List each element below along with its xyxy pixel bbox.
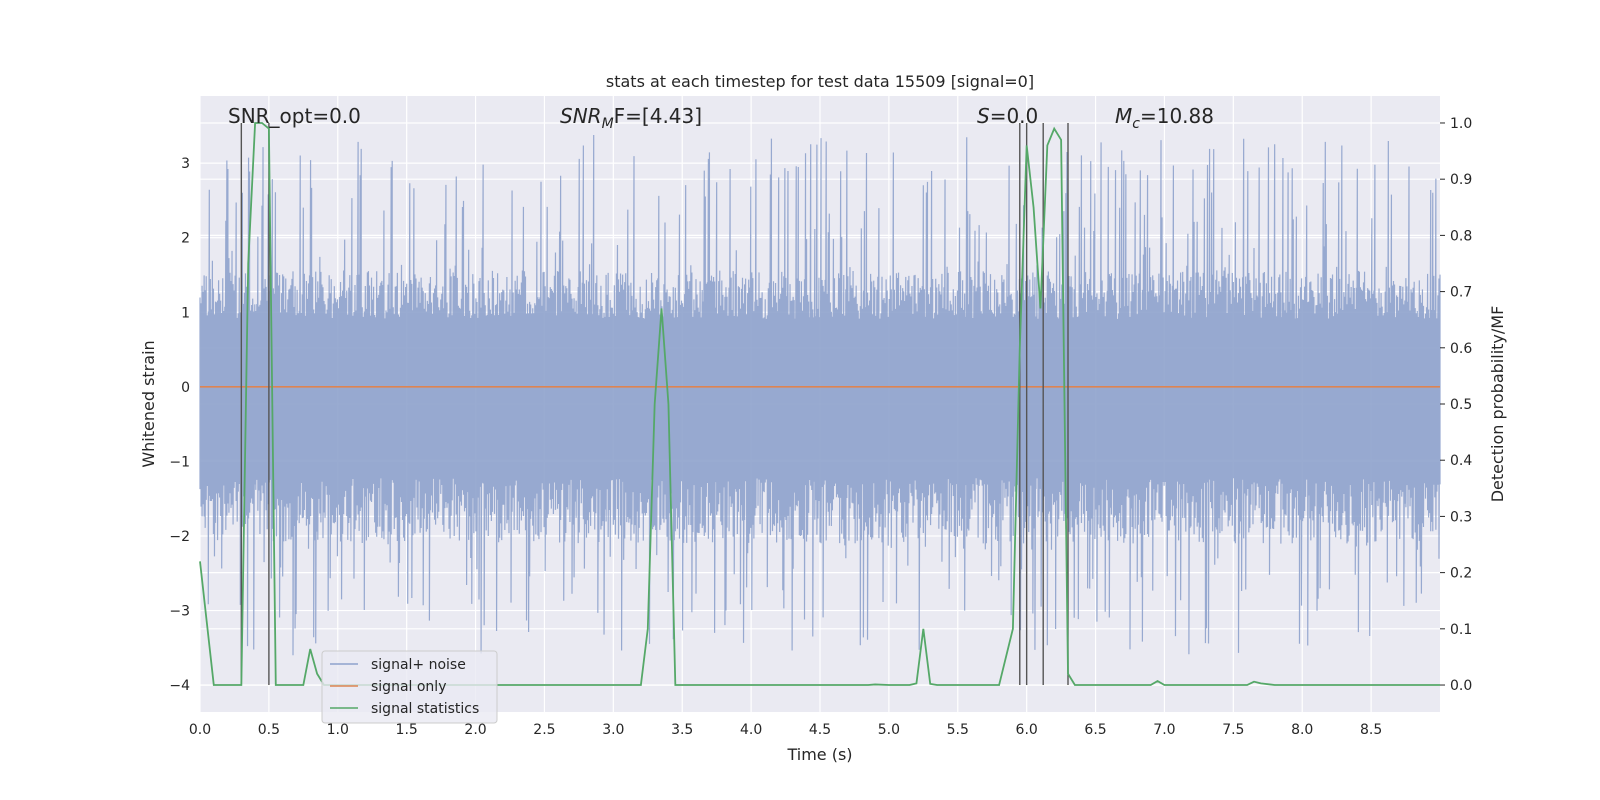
y-right-tick-label: 0.2 (1450, 566, 1472, 582)
x-tick-label: 2.5 (533, 722, 555, 738)
x-tick-label: 1.5 (396, 722, 418, 738)
vertical-markers (240, 122, 1069, 686)
signal-noise-line (199, 134, 1441, 656)
x-tick-label: 3.0 (602, 722, 624, 738)
signal-statistics-line (199, 122, 1440, 686)
y-right-tick-label: 0.4 (1450, 453, 1472, 469)
legend-label-signal-noise: signal+ noise (371, 657, 466, 673)
y-right-tick-label: 0.1 (1450, 622, 1472, 638)
legend: signal+ noise signal only signal statist… (321, 650, 498, 724)
annotation-mc: Mc=10.88 (1115, 104, 1214, 132)
y-right-tick-label: 1.0 (1450, 116, 1472, 132)
x-tick-label: 1.0 (327, 722, 349, 738)
y-left-tick-label: −2 (169, 529, 190, 545)
y-right-tick-label: 0.5 (1450, 397, 1472, 413)
annotation-snr-mf: SNRMF=[4.43] (560, 104, 702, 132)
y-left-tick-label: −1 (169, 454, 190, 470)
axis-ticks: 0.0 0.5 1.0 1.5 2.0 2.5 3.0 3.5 4.0 4.5 5.0 5.5 6.0 6… (169, 116, 1472, 738)
y-axis-right-label: Detection probability/MF (1488, 306, 1507, 503)
y-right-tick-label: 0.8 (1450, 228, 1472, 244)
x-tick-label: 6.0 (1016, 722, 1038, 738)
x-tick-label: 8.5 (1360, 722, 1382, 738)
y-left-tick-label: −4 (169, 678, 190, 694)
annotation-snr-mf-symbol: SNR (560, 104, 602, 128)
annotation-snr-mf-rest: F=[4.43] (614, 104, 702, 128)
x-tick-label: 0.0 (189, 722, 211, 738)
y-right-tick-label: 0.9 (1450, 172, 1472, 188)
y-right-tick-label: 0.3 (1450, 509, 1472, 525)
annotation-s-rest: =0.0 (990, 104, 1039, 128)
y-right-tick-label: 0.0 (1450, 678, 1472, 694)
x-axis-label: Time (s) (786, 745, 852, 764)
legend-label-signal-only: signal only (371, 679, 446, 695)
series-signal-statistics (199, 122, 1440, 686)
y-left-tick-label: 1 (181, 305, 190, 321)
chart-title: stats at each timestep for test data 155… (606, 72, 1034, 91)
y-left-tick-label: −3 (169, 604, 190, 620)
x-tick-label: 0.5 (258, 722, 280, 738)
x-tick-label: 7.5 (1222, 722, 1244, 738)
series-signal-noise (199, 134, 1441, 656)
y-axis-left-label: Whitened strain (139, 340, 158, 467)
y-left-tick-label: 3 (181, 156, 190, 172)
legend-box (321, 650, 498, 724)
x-tick-label: 6.5 (1084, 722, 1106, 738)
annotation-s-symbol: S (977, 104, 990, 128)
x-tick-label: 7.0 (1153, 722, 1175, 738)
annotation-snr-opt: SNR_opt=0.0 (228, 104, 361, 128)
annotation-mc-sub: c (1132, 116, 1140, 132)
x-tick-label: 5.0 (878, 722, 900, 738)
annotation-snr-mf-sub: M (602, 116, 614, 132)
y-left-tick-label: 2 (181, 231, 190, 247)
x-tick-label: 4.5 (809, 722, 831, 738)
legend-label-signal-statistics: signal statistics (371, 701, 479, 717)
annotation-mc-rest: =10.88 (1140, 104, 1214, 128)
x-tick-label: 8.0 (1291, 722, 1313, 738)
y-right-tick-label: 0.7 (1450, 285, 1472, 301)
x-tick-label: 3.5 (671, 722, 693, 738)
y-left-tick-label: 0 (181, 380, 190, 396)
annotation-mc-symbol: M (1115, 104, 1132, 128)
x-tick-label: 4.0 (740, 722, 762, 738)
x-tick-label: 2.0 (464, 722, 486, 738)
y-right-tick-label: 0.6 (1450, 341, 1472, 357)
x-tick-label: 5.5 (947, 722, 969, 738)
annotation-s: S=0.0 (977, 104, 1038, 128)
